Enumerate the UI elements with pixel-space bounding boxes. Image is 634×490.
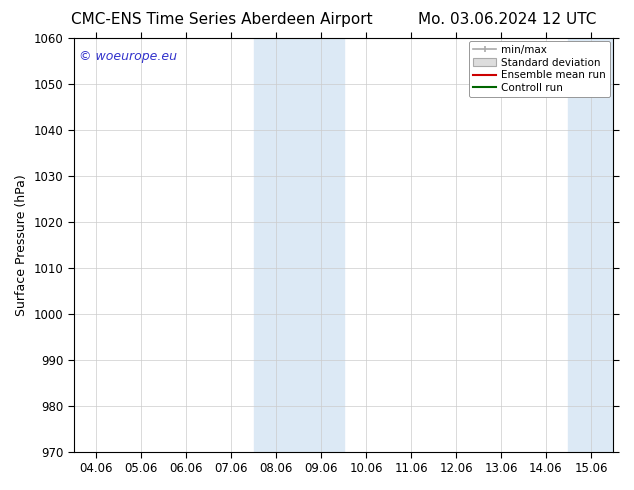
Text: © woeurope.eu: © woeurope.eu [79, 50, 177, 63]
Bar [299, 38, 344, 452]
Bar [569, 38, 614, 452]
Legend: min/max, Standard deviation, Ensemble mean run, Controll run: min/max, Standard deviation, Ensemble me… [469, 41, 611, 97]
Bar [254, 38, 299, 452]
Text: CMC-ENS Time Series Aberdeen Airport: CMC-ENS Time Series Aberdeen Airport [71, 12, 373, 27]
Text: Mo. 03.06.2024 12 UTC: Mo. 03.06.2024 12 UTC [418, 12, 597, 27]
Y-axis label: Surface Pressure (hPa): Surface Pressure (hPa) [15, 174, 28, 316]
